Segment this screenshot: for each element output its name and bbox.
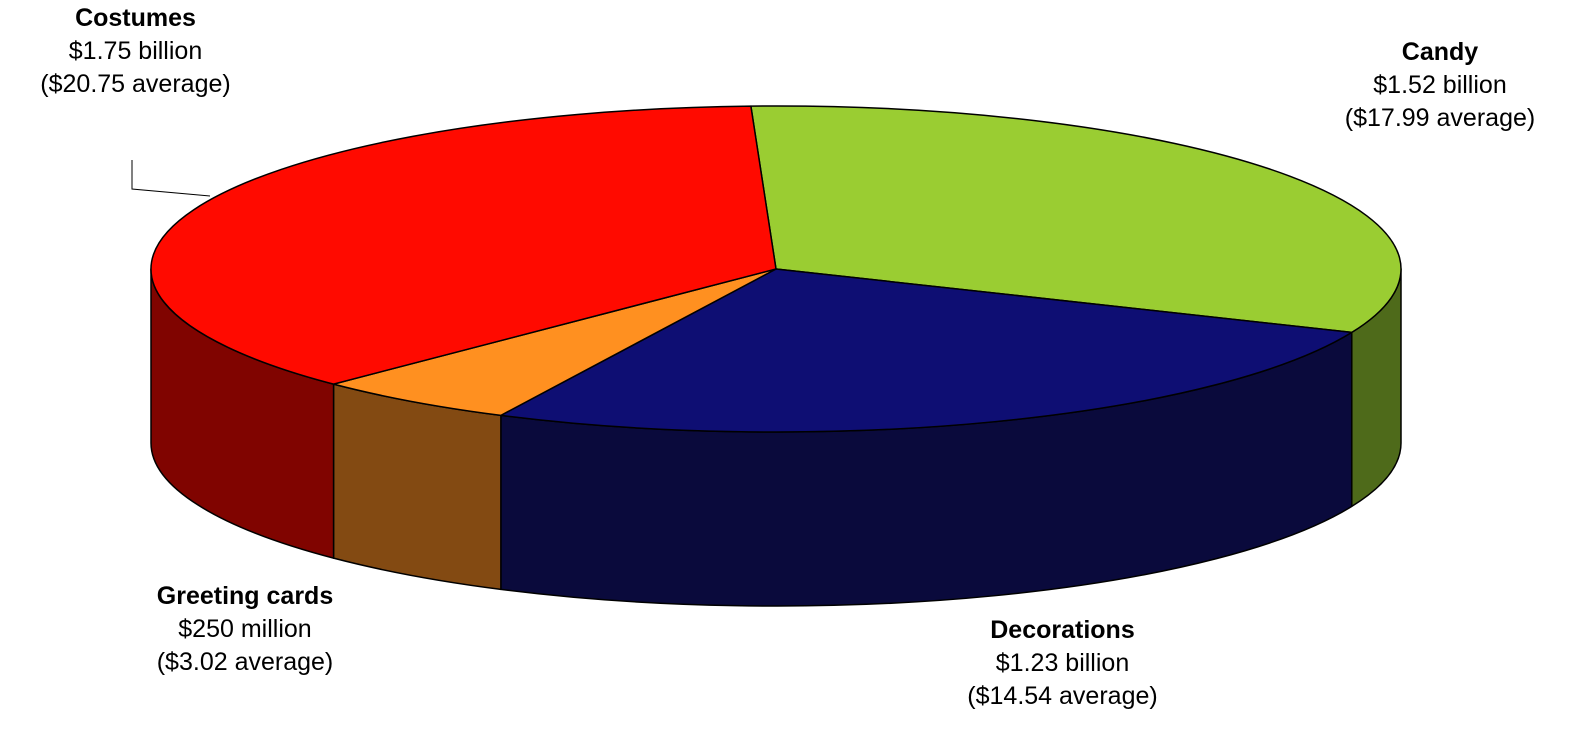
- decorations-value: $1.23 billion: [995, 649, 1130, 677]
- pie-slice-greeting-cards: [332, 268, 777, 417]
- greeting-cards-name: Greeting cards: [156, 582, 334, 610]
- costumes-name: Costumes: [75, 4, 196, 32]
- decorations-average: ($14.54 average): [967, 682, 1158, 710]
- greeting-cards-value: $250 million: [178, 615, 312, 643]
- candy-name: Candy: [1401, 38, 1479, 66]
- pie-slice-candy: [750, 105, 1402, 334]
- costumes-value: $1.75 billion: [68, 37, 203, 65]
- pie-sides: [150, 268, 1402, 607]
- greeting-cards-average: ($3.02 average): [156, 648, 334, 676]
- pie-tops: [150, 105, 1402, 433]
- greeting-cards-label: Greeting cards $250 million ($3.02 avera…: [120, 580, 370, 679]
- costumes-average: ($20.75 average): [40, 70, 231, 98]
- pie-side-greeting-cards: [332, 383, 502, 591]
- pie-slice-costumes: [150, 105, 777, 385]
- decorations-label: Decorations $1.23 billion ($14.54 averag…: [935, 614, 1190, 713]
- candy-label: Candy $1.52 billion ($17.99 average): [1310, 36, 1570, 135]
- costumes-label: Costumes $1.75 billion ($20.75 average): [8, 2, 263, 101]
- decorations-name: Decorations: [990, 616, 1135, 644]
- candy-average: ($17.99 average): [1344, 104, 1536, 132]
- candy-value: $1.52 billion: [1373, 71, 1507, 99]
- costumes-leader-line: [131, 160, 211, 197]
- pie-slice-decorations: [500, 268, 1353, 433]
